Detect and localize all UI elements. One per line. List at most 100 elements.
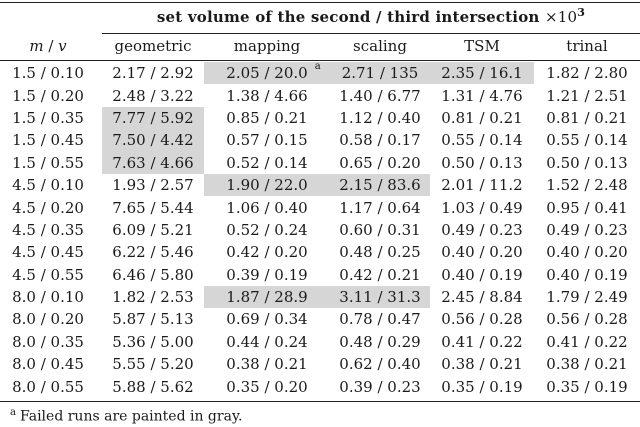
cell-value-text: 5.88 / 5.62 — [112, 377, 194, 396]
cell-value-text: 1.52 / 2.48 — [546, 176, 628, 195]
cell-value-text: 2.15 / 83.6 — [339, 176, 421, 195]
footnote-marker: a — [10, 407, 16, 418]
cell-value: 0.85 / 0.21 — [226, 109, 307, 127]
cell-value: 0.35 / 0.19 — [441, 378, 522, 396]
cell-value: 0.52 / 0.14 — [226, 154, 307, 172]
table-cell-trinal: 0.41 / 0.22 — [534, 331, 640, 353]
cell-value: 0.40 / 0.20 — [546, 243, 627, 261]
row-label-m-v: 1.5 / 0.35 — [12, 108, 84, 127]
table-cell-tsm: 0.41 / 0.22 — [430, 331, 534, 353]
cell-value-text: 0.50 / 0.13 — [546, 153, 628, 172]
table-cell-tsm: 2.01 / 11.2 — [430, 174, 534, 196]
cell-value-text: 0.38 / 0.21 — [226, 355, 308, 374]
cell-value-text: 0.65 / 0.20 — [339, 153, 421, 172]
cell-value: 0.48 / 0.25 — [339, 243, 420, 261]
table-cell-mapping: 1.90 / 22.0 — [204, 173, 330, 197]
row-label-m-v: 4.5 / 0.35 — [12, 220, 84, 239]
cell-value: 1.06 / 0.40 — [226, 199, 307, 217]
cell-value-text: 1.06 / 0.40 — [226, 198, 308, 217]
table-cell-mapping: 1.87 / 28.9 — [204, 285, 330, 309]
table-cell-geometric: 2.17 / 2.92 — [102, 62, 204, 84]
cell-value-text: 0.50 / 0.13 — [441, 153, 523, 172]
table-row: 1.5 / 0.45 7.50 / 4.42 0.57 / 0.15 0.58 / 0… — [0, 129, 640, 152]
table-cell-geometric: 7.63 / 4.66 — [102, 151, 204, 174]
cell-value: 1.12 / 0.40 — [339, 109, 420, 127]
table-cell-scaling: 0.58 / 0.17 — [330, 129, 430, 151]
table-cell-tsm: 0.50 / 0.13 — [430, 152, 534, 174]
cell-value: 5.88 / 5.62 — [112, 378, 193, 396]
table-cell-scaling: 0.42 / 0.21 — [330, 264, 430, 286]
table-cell-geometric: 7.65 / 5.44 — [102, 196, 204, 218]
cell-value-text: 5.36 / 5.00 — [112, 332, 194, 351]
table-row: 1.5 / 0.35 7.77 / 5.92 0.85 / 0.21 1.12 / 0… — [0, 106, 640, 130]
cell-value-text: 7.50 / 4.42 — [112, 131, 194, 150]
cell-value-text: 0.35 / 0.19 — [546, 377, 628, 396]
bottom-rule — [0, 401, 640, 402]
cell-value-text: 0.35 / 0.20 — [226, 377, 308, 396]
cell-value: 1.38 / 4.66 — [226, 87, 307, 105]
table-cell-trinal: 1.52 / 2.48 — [534, 174, 640, 196]
row-header-sep: / — [43, 37, 59, 55]
table-cell-trinal: 0.38 / 0.21 — [534, 353, 640, 375]
row-header-v: v — [58, 37, 67, 55]
cell-value: 2.15 / 83.6 — [339, 176, 420, 194]
table-cell-scaling: 2.15 / 83.6 — [330, 173, 430, 197]
table-cell-scaling: 0.78 / 0.47 — [330, 308, 430, 330]
cell-value-text: 0.41 / 0.22 — [441, 332, 523, 351]
cell-value-text: 1.90 / 22.0 — [226, 176, 308, 195]
cell-value: 1.31 / 4.76 — [441, 87, 522, 105]
table-cell-trinal: 0.50 / 0.13 — [534, 152, 640, 174]
table-cell-tsm: 0.40 / 0.19 — [430, 264, 534, 286]
cell-value: 0.55 / 0.14 — [546, 131, 627, 149]
cell-value-text: 0.38 / 0.21 — [546, 355, 628, 374]
cell-value: 0.58 / 0.17 — [339, 131, 420, 149]
cell-value: 7.63 / 4.66 — [112, 154, 193, 172]
cell-value: 0.35 / 0.19 — [546, 378, 627, 396]
cell-value: 0.49 / 0.23 — [441, 221, 522, 239]
cell-value: 0.40 / 0.19 — [546, 266, 627, 284]
row-label-m-v: 8.0 / 0.10 — [12, 288, 84, 307]
row-label-m-v: 1.5 / 0.55 — [12, 153, 84, 172]
cell-value: 0.56 / 0.28 — [441, 310, 522, 328]
cell-value: 0.78 / 0.47 — [339, 310, 420, 328]
cell-value-text: 1.93 / 2.57 — [112, 176, 194, 195]
table-cell-geometric: 6.46 / 5.80 — [102, 264, 204, 286]
table-cell-tsm: 0.55 / 0.14 — [430, 129, 534, 151]
row-label-m-v: 4.5 / 0.45 — [12, 243, 84, 262]
cell-value-text: 2.35 / 16.1 — [441, 64, 523, 83]
table-cell-geometric: 5.88 / 5.62 — [102, 375, 204, 397]
table-cell-scaling: 2.71 / 135 — [330, 62, 430, 85]
table-cell-scaling: 0.39 / 0.23 — [330, 375, 430, 397]
table-row: 8.0 / 0.45 5.55 / 5.20 0.38 / 0.21 0.62 / 0… — [0, 353, 640, 375]
table-cell-scaling: 1.40 / 6.77 — [330, 84, 430, 106]
row-header: m / v — [0, 37, 96, 55]
table-cell-tsm: 0.49 / 0.23 — [430, 219, 534, 241]
table-cell-scaling: 0.62 / 0.40 — [330, 353, 430, 375]
row-label-m-v: 4.5 / 0.10 — [12, 176, 84, 195]
cell-value-text: 0.38 / 0.21 — [441, 355, 523, 374]
cell-value: 0.50 / 0.13 — [546, 154, 627, 172]
table-cell-geometric: 1.93 / 2.57 — [102, 174, 204, 196]
cell-value: 0.60 / 0.31 — [339, 221, 420, 239]
cell-value: 1.82 / 2.53 — [112, 288, 193, 306]
cell-value: 0.81 / 0.21 — [441, 109, 522, 127]
cell-value-text: 6.09 / 5.21 — [112, 220, 194, 239]
cell-value: 6.22 / 5.46 — [112, 243, 193, 261]
table-cell-mapping: 1.06 / 0.40 — [204, 196, 330, 218]
table-cell-tsm: 0.35 / 0.19 — [430, 375, 534, 397]
cell-value-text: 0.55 / 0.14 — [441, 131, 523, 150]
cell-value: 2.48 / 3.22 — [112, 87, 193, 105]
table-cell-trinal: 1.21 / 2.51 — [534, 84, 640, 106]
cell-value-text: 6.22 / 5.46 — [112, 243, 194, 262]
column-header-tsm: TSM — [464, 37, 500, 55]
cell-value: 1.52 / 2.48 — [546, 176, 627, 194]
cell-value-text: 2.48 / 3.22 — [112, 86, 194, 105]
cell-value-text: 0.69 / 0.34 — [226, 310, 308, 329]
table-cell-geometric: 6.22 / 5.46 — [102, 241, 204, 263]
cell-value: 1.93 / 2.57 — [112, 176, 193, 194]
cell-value-text: 0.35 / 0.19 — [441, 377, 523, 396]
table-cell-geometric: 5.55 / 5.20 — [102, 353, 204, 375]
cell-value-text: 5.87 / 5.13 — [112, 310, 194, 329]
table-cell-geometric: 7.77 / 5.92 — [102, 106, 204, 130]
